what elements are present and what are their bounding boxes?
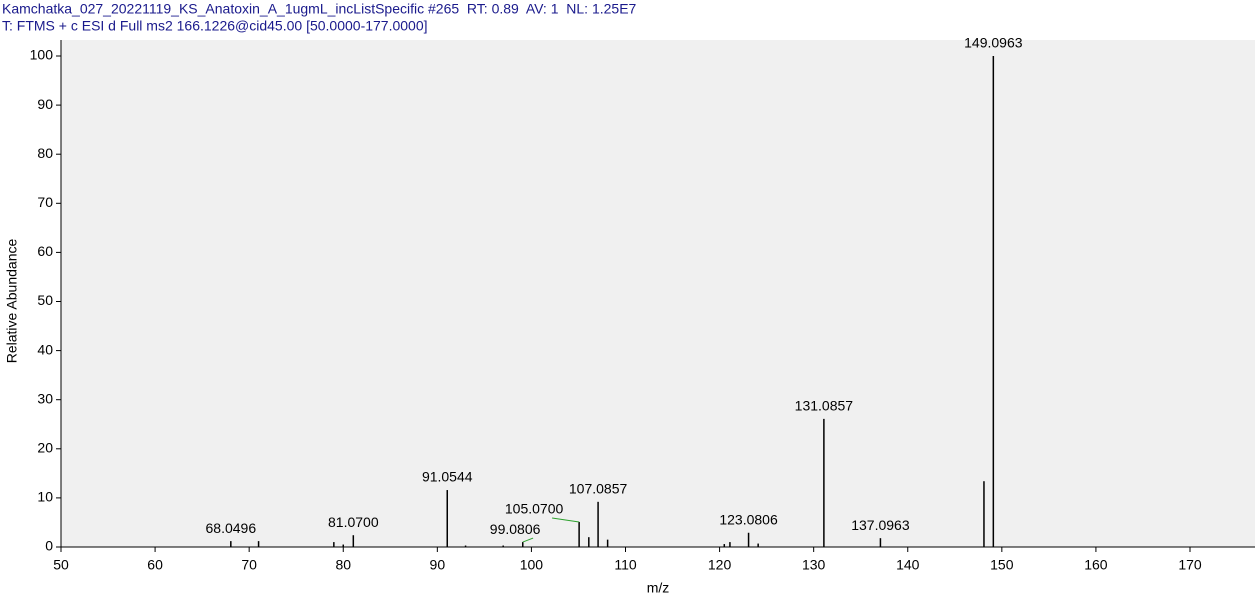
y-tick-label: 70: [37, 194, 53, 210]
x-tick-label: 80: [335, 557, 351, 573]
y-axis-label: Relative Abundance: [4, 239, 20, 364]
peak-label: 123.0806: [719, 511, 778, 527]
peak-label: 99.0806: [490, 521, 541, 537]
y-tick-label: 10: [37, 489, 53, 505]
y-tick-label: 100: [30, 47, 54, 63]
x-tick-label: 50: [53, 557, 69, 573]
x-tick-label: 120: [708, 557, 732, 573]
x-tick-label: 90: [430, 557, 446, 573]
x-axis-label: m/z: [647, 580, 670, 596]
y-tick-label: 30: [37, 390, 53, 406]
x-tick-label: 140: [896, 557, 920, 573]
chart-subtitle: T: FTMS + c ESI d Full ms2 166.1226@cid4…: [2, 18, 428, 34]
x-tick-label: 70: [241, 557, 257, 573]
x-tick-label: 160: [1084, 557, 1108, 573]
x-tick-label: 60: [147, 557, 163, 573]
plot-area: [61, 40, 1255, 547]
peak-label: 137.0963: [851, 517, 910, 533]
x-tick-label: 150: [990, 557, 1014, 573]
y-tick-label: 60: [37, 243, 53, 259]
peak-label: 149.0963: [964, 35, 1023, 51]
y-tick-label: 40: [37, 341, 53, 357]
label-leader: [552, 517, 580, 523]
x-tick-label: 170: [1178, 557, 1202, 573]
peak-label: 107.0857: [569, 481, 628, 497]
peak-label: 91.0544: [422, 469, 473, 485]
y-tick-label: 50: [37, 292, 53, 308]
x-tick-label: 100: [520, 557, 544, 573]
peak-label: 105.0700: [505, 501, 564, 517]
y-tick-label: 0: [45, 538, 53, 554]
x-tick-label: 130: [802, 557, 826, 573]
y-tick-label: 80: [37, 145, 53, 161]
peak-label: 68.0496: [206, 520, 257, 536]
y-tick-label: 90: [37, 96, 53, 112]
chart-title: Kamchatka_027_20221119_KS_Anatoxin_A_1ug…: [2, 1, 637, 17]
y-tick-label: 20: [37, 440, 53, 456]
x-tick-label: 110: [614, 557, 637, 573]
label-leader: [522, 537, 534, 543]
peak-label: 131.0857: [795, 398, 854, 414]
peak-label: 81.0700: [328, 514, 379, 530]
